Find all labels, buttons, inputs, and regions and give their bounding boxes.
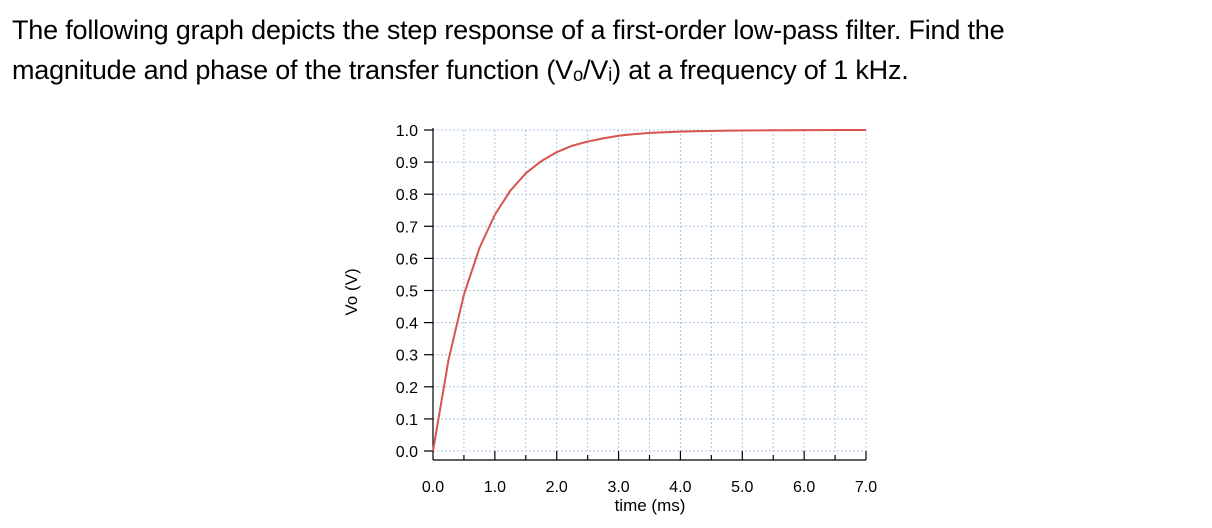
chart-grid [432, 129, 867, 452]
x-tick-label: 5.0 [731, 479, 753, 496]
y-tick-label: 1.0 [396, 123, 418, 140]
y-tick-label: 0.9 [396, 155, 418, 172]
y-axis-label: Vo (V) [342, 268, 361, 315]
y-tick-label: 0.3 [396, 348, 418, 365]
chart-series [432, 129, 867, 452]
x-axis-label: time (ms) [615, 496, 686, 515]
y-tick-label: 0.7 [396, 219, 418, 236]
problem-line-1: The following graph depicts the step res… [12, 15, 1005, 45]
problem-line-2: magnitude and phase of the transfer func… [12, 55, 909, 85]
y-tick-label: 0.1 [396, 412, 418, 429]
y-tick-label: 0.2 [396, 380, 418, 397]
y-tick-label: 0.0 [396, 444, 418, 461]
chart-ticks: 0.0 0.1 0.2 0.3 0.4 0.5 0.6 0.7 0.8 0.9 1.0 0.0 1.0 2… [396, 123, 877, 496]
y-tick-label: 0.8 [396, 187, 418, 204]
step-response-line [432, 129, 867, 452]
y-tick-label: 0.4 [396, 316, 418, 333]
x-tick-label: 3.0 [607, 479, 629, 496]
x-tick-label: 6.0 [793, 479, 815, 496]
x-tick-label: 1.0 [484, 479, 506, 496]
y-tick-label: 0.6 [396, 251, 418, 268]
x-tick-label: 7.0 [855, 479, 877, 496]
x-tick-label: 2.0 [546, 479, 568, 496]
x-tick-label: 4.0 [669, 479, 691, 496]
x-tick-label: 0.0 [422, 479, 444, 496]
problem-statement: The following graph depicts the step res… [12, 10, 1202, 90]
y-tick-label: 0.5 [396, 284, 418, 301]
